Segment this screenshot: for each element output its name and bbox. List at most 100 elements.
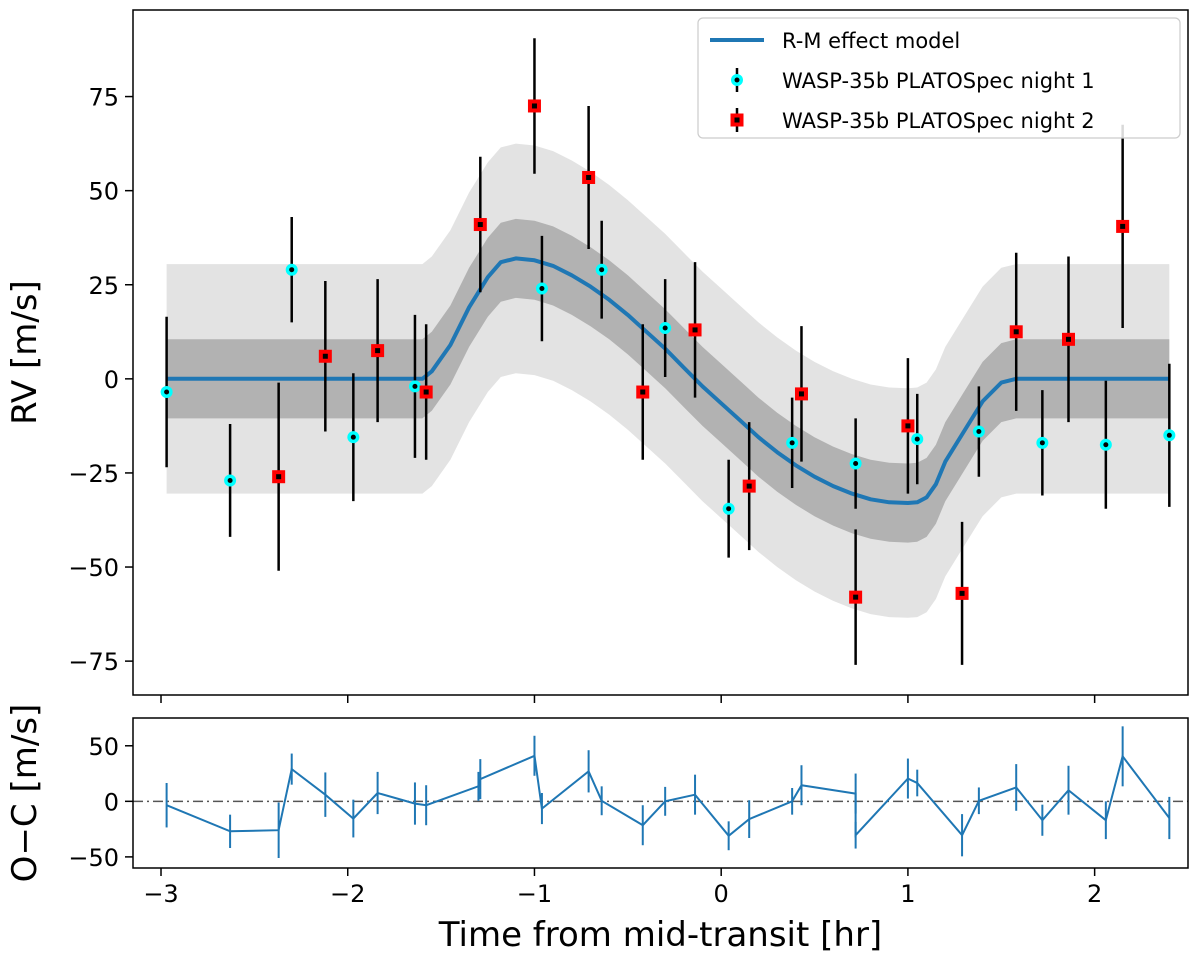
y-tick-label: −50 <box>68 554 119 582</box>
rv-main-panel: −75 −50 −25 0 25 50 75 RV [m/s] R-M effect mod… <box>5 9 1189 703</box>
night2-point <box>901 358 915 494</box>
x-tick-label: −2 <box>330 880 365 908</box>
y-tick-label: −25 <box>68 460 119 488</box>
y-tick-label: 25 <box>88 272 119 300</box>
marker-center <box>423 389 429 395</box>
legend: R-M effect model WASP-35b PLATOSpec night… <box>697 17 1181 139</box>
marker-center <box>586 174 592 180</box>
residual-y-axis-label: O−C [m/s] <box>5 704 45 883</box>
y-tick-label: 0 <box>104 366 119 394</box>
res-y-tick-label: 50 <box>88 733 119 761</box>
marker-center <box>905 423 911 429</box>
marker-center <box>375 348 381 354</box>
marker-center <box>1013 329 1019 335</box>
legend-marker-center <box>734 117 740 123</box>
marker-center <box>599 267 605 273</box>
inner-band <box>166 218 1170 543</box>
marker-center <box>289 267 295 273</box>
main-x-ticks <box>160 695 1096 703</box>
marker-center <box>692 327 698 333</box>
night1-point <box>722 459 735 558</box>
night1-point <box>160 316 173 468</box>
night1-point <box>408 314 421 458</box>
night1-point <box>347 373 360 502</box>
night2-point <box>272 382 286 571</box>
night2-point <box>527 38 541 174</box>
main-y-axis-label: RV [m/s] <box>5 280 45 425</box>
marker-center <box>914 436 920 442</box>
marker-center <box>640 389 646 395</box>
night1-point <box>659 279 672 377</box>
res-y-tick-label: −50 <box>68 844 119 872</box>
marker-center <box>531 103 537 109</box>
marker-center <box>322 353 328 359</box>
night1-point <box>535 235 548 342</box>
main-y-ticks: −75 −50 −25 0 25 50 75 <box>68 84 133 676</box>
marker-center <box>746 483 752 489</box>
x-tick-label: 2 <box>1087 880 1102 908</box>
marker-center <box>1103 442 1109 448</box>
night2-point <box>742 422 756 551</box>
marker-center <box>976 429 982 435</box>
marker-center <box>412 383 418 389</box>
model-line <box>166 256 1170 505</box>
night2-point <box>371 279 385 423</box>
legend-box <box>697 17 1181 139</box>
night2-point <box>582 105 596 249</box>
night2-point <box>849 529 863 665</box>
marker-center <box>959 590 965 596</box>
night2-point <box>955 521 969 665</box>
y-tick-label: 50 <box>88 178 119 206</box>
residual-plot-frame <box>132 717 1189 869</box>
night2-point <box>1116 124 1130 329</box>
marker-center <box>227 477 233 483</box>
rm-model-curve <box>166 256 1170 505</box>
marker-center <box>662 325 668 331</box>
y-tick-label: −75 <box>68 648 119 676</box>
night1-point <box>1036 390 1049 496</box>
residual-y-ticks: −50 0 50 <box>68 733 133 872</box>
night2-point <box>1009 252 1023 411</box>
night2-point <box>419 324 433 460</box>
legend-label: WASP-35b PLATOSpec night 2 <box>782 109 1095 133</box>
residuals-panel: −50 0 50 −3 −2 −1 0 1 2 O−C [m/s] Time from mid… <box>5 704 1189 955</box>
night2-point <box>473 156 487 293</box>
night1-point <box>224 424 237 537</box>
marker-center <box>853 594 859 600</box>
night1-point <box>911 393 924 485</box>
marker-center <box>477 222 483 228</box>
res-y-tick-label: 0 <box>104 788 119 816</box>
marker-center <box>1166 432 1172 438</box>
residual-line <box>166 754 1171 838</box>
residual-series <box>165 726 1171 858</box>
marker-center <box>726 506 732 512</box>
night2-point <box>794 326 808 462</box>
night1-point <box>285 217 298 323</box>
marker-center <box>164 389 170 395</box>
legend-entry: WASP-35b PLATOSpec night 2 <box>730 108 1095 133</box>
legend-entry: R-M effect model <box>710 29 960 53</box>
marker-center <box>276 474 282 480</box>
x-tick-label: 0 <box>714 880 729 908</box>
night1-point <box>849 418 862 509</box>
x-tick-label: 1 <box>900 880 915 908</box>
night1-point <box>1099 380 1112 509</box>
night1-point <box>786 397 799 488</box>
marker-center <box>1120 223 1126 229</box>
marker-center <box>789 440 795 446</box>
rv-data-points <box>160 38 1176 665</box>
night2-point <box>688 262 702 398</box>
model-uncertainty-bands <box>166 143 1170 618</box>
y-tick-label: 75 <box>88 84 119 112</box>
x-tick-label: −1 <box>517 880 552 908</box>
marker-center <box>798 391 804 397</box>
x-axis-label: Time from mid-transit [hr] <box>438 915 882 955</box>
night1-point <box>595 220 608 319</box>
night2-point <box>636 324 650 460</box>
night2-point <box>1061 256 1075 423</box>
x-tick-label: −3 <box>143 880 178 908</box>
marker-center <box>539 286 545 292</box>
marker-center <box>1065 336 1071 342</box>
legend-label: R-M effect model <box>782 29 960 53</box>
